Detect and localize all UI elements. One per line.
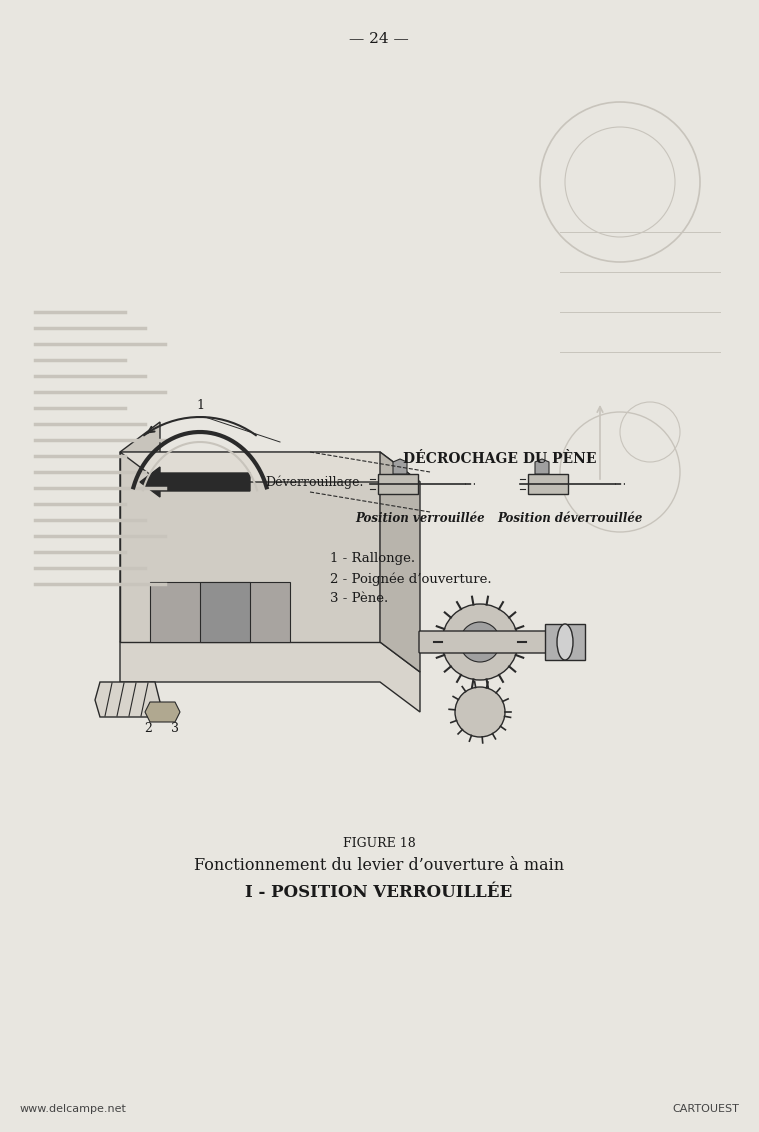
Polygon shape <box>200 582 250 642</box>
Text: FIGURE 18: FIGURE 18 <box>342 837 415 850</box>
Text: Position déverrouillée: Position déverrouillée <box>497 512 643 525</box>
Bar <box>378 474 418 494</box>
Text: I - POSITION VERROUILLÉE: I - POSITION VERROUILLÉE <box>245 884 512 901</box>
Text: 1 - Rallonge.: 1 - Rallonge. <box>330 552 415 565</box>
Bar <box>528 474 568 494</box>
Text: 3 - Pène.: 3 - Pène. <box>330 592 389 604</box>
Text: CARTOUEST: CARTOUEST <box>672 1104 739 1114</box>
Text: 2 - Poignée d’ouverture.: 2 - Poignée d’ouverture. <box>330 572 492 585</box>
Text: 3: 3 <box>171 722 179 735</box>
Ellipse shape <box>557 624 573 660</box>
Text: Fonctionnement du levier d’ouverture à main: Fonctionnement du levier d’ouverture à m… <box>194 857 564 874</box>
Circle shape <box>442 604 518 680</box>
Text: www.delcampe.net: www.delcampe.net <box>20 1104 127 1114</box>
FancyArrow shape <box>140 468 250 497</box>
Polygon shape <box>120 642 420 712</box>
Text: Position verrouillée: Position verrouillée <box>355 512 485 525</box>
Circle shape <box>460 621 500 662</box>
Circle shape <box>455 687 505 737</box>
Text: 2: 2 <box>144 722 152 735</box>
FancyBboxPatch shape <box>419 631 551 653</box>
Text: DÉCROCHAGE DU PÈNE: DÉCROCHAGE DU PÈNE <box>403 452 597 466</box>
Polygon shape <box>535 458 549 474</box>
Polygon shape <box>120 452 380 642</box>
Text: Déverrouillage.: Déverrouillage. <box>265 475 364 489</box>
Polygon shape <box>145 702 180 722</box>
Polygon shape <box>393 458 407 474</box>
Polygon shape <box>150 582 290 642</box>
Polygon shape <box>120 422 160 642</box>
Polygon shape <box>95 681 160 717</box>
Polygon shape <box>380 452 420 672</box>
Text: — 24 —: — 24 — <box>349 32 409 46</box>
Bar <box>545 624 585 660</box>
Text: 1: 1 <box>196 398 204 412</box>
Polygon shape <box>120 452 420 482</box>
